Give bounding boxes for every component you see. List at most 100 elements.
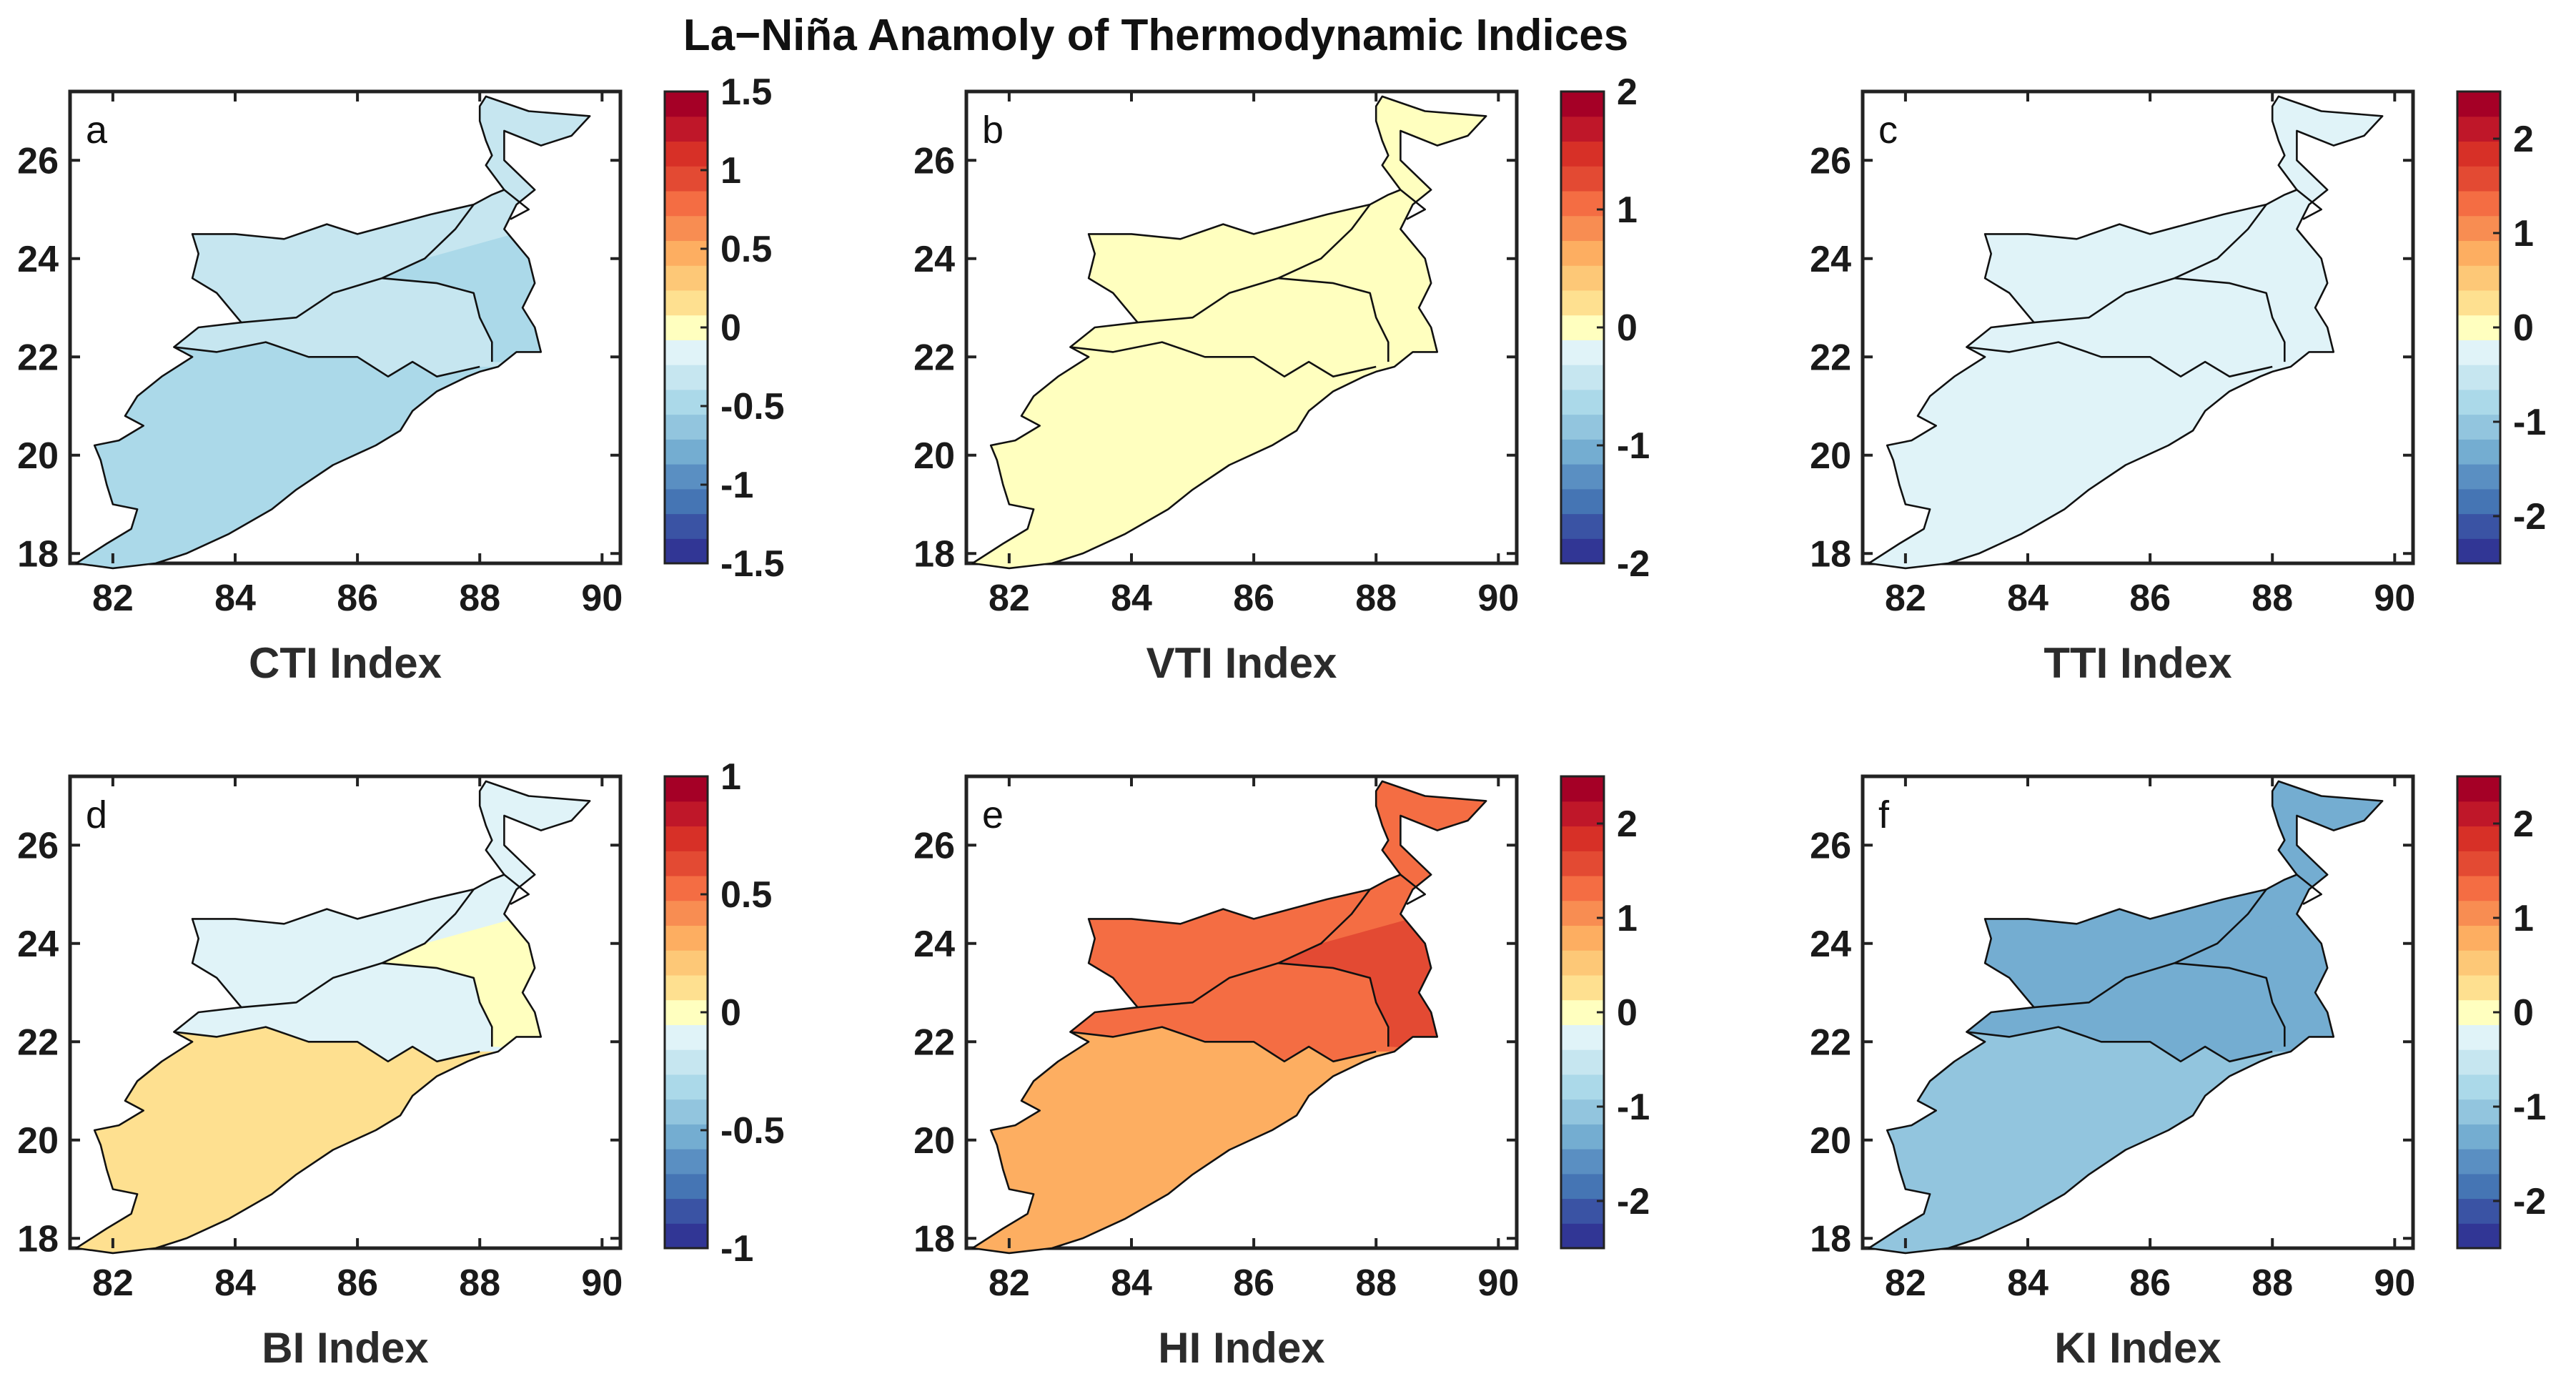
state-border-4	[503, 189, 530, 220]
y-tick-label: 26	[913, 825, 955, 866]
state-border-4	[503, 874, 530, 905]
region-outline	[75, 780, 591, 1255]
y-tick-label: 18	[17, 1218, 59, 1260]
state-border-1	[1966, 341, 2273, 378]
x-axis-label: CTI Index	[249, 639, 442, 687]
colorbar-segment	[1561, 538, 1604, 564]
colorbar-segment	[665, 851, 708, 876]
colorbar-tick-label: -2	[2513, 1181, 2546, 1222]
colorbar-segment	[2457, 776, 2500, 802]
colorbar-tick-label: -1	[2513, 402, 2546, 443]
x-tick-label: 90	[581, 1262, 623, 1304]
colorbar-segment	[665, 240, 708, 266]
colorbar-segment	[1561, 141, 1604, 167]
colorbar-segment	[665, 488, 708, 515]
y-tick-label: 20	[913, 435, 955, 477]
colorbar-segment	[2457, 290, 2500, 316]
colorbar-segment	[1561, 265, 1604, 291]
x-tick-label: 90	[1477, 1262, 1519, 1304]
colorbar-segment	[1561, 166, 1604, 192]
colorbar-tick-label: 2	[2513, 804, 2534, 845]
colorbar-tick-label: -1	[2513, 1087, 2546, 1128]
colorbar-segment	[1561, 389, 1604, 415]
x-tick-label: 88	[1355, 1262, 1397, 1304]
colorbar-segment	[1561, 950, 1604, 976]
colorbar-segment	[1561, 340, 1604, 365]
colorbar-segment	[2457, 166, 2500, 192]
colorbar-segment	[1561, 875, 1604, 901]
x-tick-label: 88	[459, 578, 500, 619]
colorbar-segment	[1561, 365, 1604, 390]
x-tick-label: 84	[1111, 1262, 1152, 1304]
colorbar-segment	[665, 1099, 708, 1124]
x-tick-label: 84	[1111, 578, 1152, 619]
colorbar-segment	[665, 389, 708, 415]
colorbar-tick-label: -1	[720, 1228, 753, 1270]
x-tick-label: 88	[1355, 578, 1397, 619]
colorbar-segment	[2457, 950, 2500, 976]
x-tick-label: 88	[459, 1262, 500, 1304]
colorbar-tick-label: 0	[2513, 992, 2534, 1034]
y-tick-label: 18	[1810, 1218, 1851, 1260]
state-border-1	[174, 341, 480, 378]
map-panel-a: a 18 20 22 24 26 82 84 86 88 90 CTI Index 1.5 1 0.5 0 -0…	[17, 71, 784, 687]
colorbar-tick-label: 0	[1617, 307, 1638, 349]
y-tick-label: 24	[913, 924, 955, 965]
panel-label: d	[86, 794, 107, 836]
colorbar-segment	[2457, 925, 2500, 951]
colorbar-tick-label: 0.5	[720, 874, 772, 916]
colorbar-segment	[1561, 1223, 1604, 1249]
colorbar: 2 1 0 -1 -2	[1560, 71, 1650, 585]
colorbar-tick-label: -0.5	[720, 1110, 785, 1152]
state-border-3	[382, 277, 493, 362]
state-border-3	[1278, 962, 1389, 1047]
y-tick-label: 22	[913, 337, 955, 378]
y-tick-label: 24	[17, 239, 59, 280]
colorbar-segment	[665, 900, 708, 926]
x-tick-label: 90	[581, 578, 623, 619]
colorbar-tick-label: 1	[1617, 189, 1638, 231]
colorbar-segment	[2457, 1024, 2500, 1050]
colorbar-segment	[2457, 538, 2500, 564]
colorbar-tick-label: 2	[2513, 119, 2534, 160]
x-tick-label: 86	[2129, 1262, 2171, 1304]
colorbar-tick-label: 1	[720, 150, 741, 192]
y-tick-label: 24	[1810, 239, 1851, 280]
y-tick-label: 26	[913, 140, 955, 182]
colorbar-segment	[2457, 1074, 2500, 1100]
colorbar-segment	[665, 265, 708, 291]
x-tick-label: 84	[2007, 578, 2049, 619]
y-tick-label: 22	[1810, 1022, 1851, 1063]
map-panel-b: b 18 20 22 24 26 82 84 86 88 90 VTI Index 2 1 0 -1 -2	[913, 71, 1650, 687]
colorbar-segment	[665, 1124, 708, 1150]
colorbar-segment	[665, 776, 708, 802]
state-border-1	[174, 1026, 480, 1063]
colorbar-segment	[1561, 215, 1604, 242]
y-tick-label: 20	[913, 1120, 955, 1162]
y-tick-label: 22	[1810, 337, 1851, 378]
state-border-4	[2296, 189, 2322, 220]
y-tick-label: 22	[17, 337, 59, 378]
colorbar-segment	[2457, 265, 2500, 291]
colorbar: 2 1 0 -1 -2	[2456, 775, 2546, 1250]
figure-title: La−Niña Anamoly of Thermodynamic Indices	[683, 11, 1628, 60]
colorbar-segment	[2457, 1149, 2500, 1175]
state-border-1	[1966, 1026, 2273, 1063]
y-tick-label: 22	[17, 1022, 59, 1063]
y-tick-label: 24	[1810, 924, 1851, 965]
colorbar-segment	[2457, 851, 2500, 876]
colorbar-segment	[1561, 1173, 1604, 1200]
region-outline	[971, 780, 1487, 1255]
colorbar-segment	[665, 826, 708, 851]
colorbar-segment	[2457, 414, 2500, 440]
x-tick-label: 84	[214, 1262, 256, 1304]
x-tick-label: 82	[1885, 578, 1926, 619]
colorbar-tick-label: 1	[2513, 898, 2534, 939]
colorbar-segment	[1561, 826, 1604, 851]
colorbar-segment	[2457, 801, 2500, 827]
colorbar-segment	[2457, 513, 2500, 539]
y-tick-label: 26	[1810, 140, 1851, 182]
colorbar-segment	[2457, 92, 2500, 117]
y-tick-label: 26	[17, 140, 59, 182]
x-tick-label: 82	[989, 578, 1030, 619]
